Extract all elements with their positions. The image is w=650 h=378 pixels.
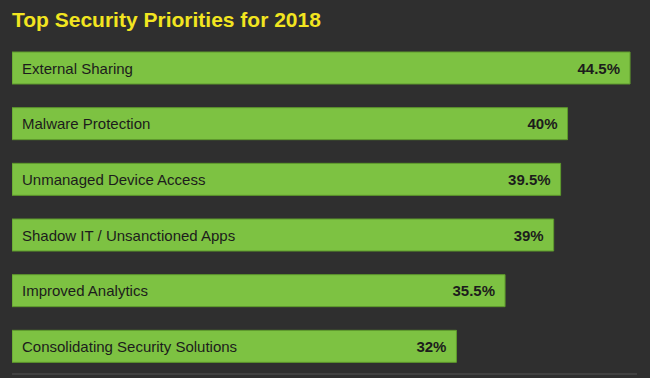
svg-text:39%: 39% <box>514 227 544 244</box>
svg-text:40%: 40% <box>528 115 558 132</box>
svg-text:Shadow IT / Unsanctioned Apps: Shadow IT / Unsanctioned Apps <box>22 227 235 244</box>
svg-text:35.5%: 35.5% <box>453 282 496 299</box>
svg-text:32%: 32% <box>416 338 446 355</box>
svg-text:External Sharing: External Sharing <box>22 60 133 77</box>
svg-text:44.5%: 44.5% <box>578 60 621 77</box>
html-text:Top Security Priorities for 20: Top Security Priorities for 2018 <box>12 8 321 31</box>
svg-text:Malware Protection: Malware Protection <box>22 115 150 132</box>
svg-text:Unmanaged Device Access: Unmanaged Device Access <box>22 171 205 188</box>
svg-text:Consolidating Security Solutio: Consolidating Security Solutions <box>22 338 237 355</box>
svg-text:39.5%: 39.5% <box>508 171 551 188</box>
svg-text:Improved Analytics: Improved Analytics <box>22 282 148 299</box>
